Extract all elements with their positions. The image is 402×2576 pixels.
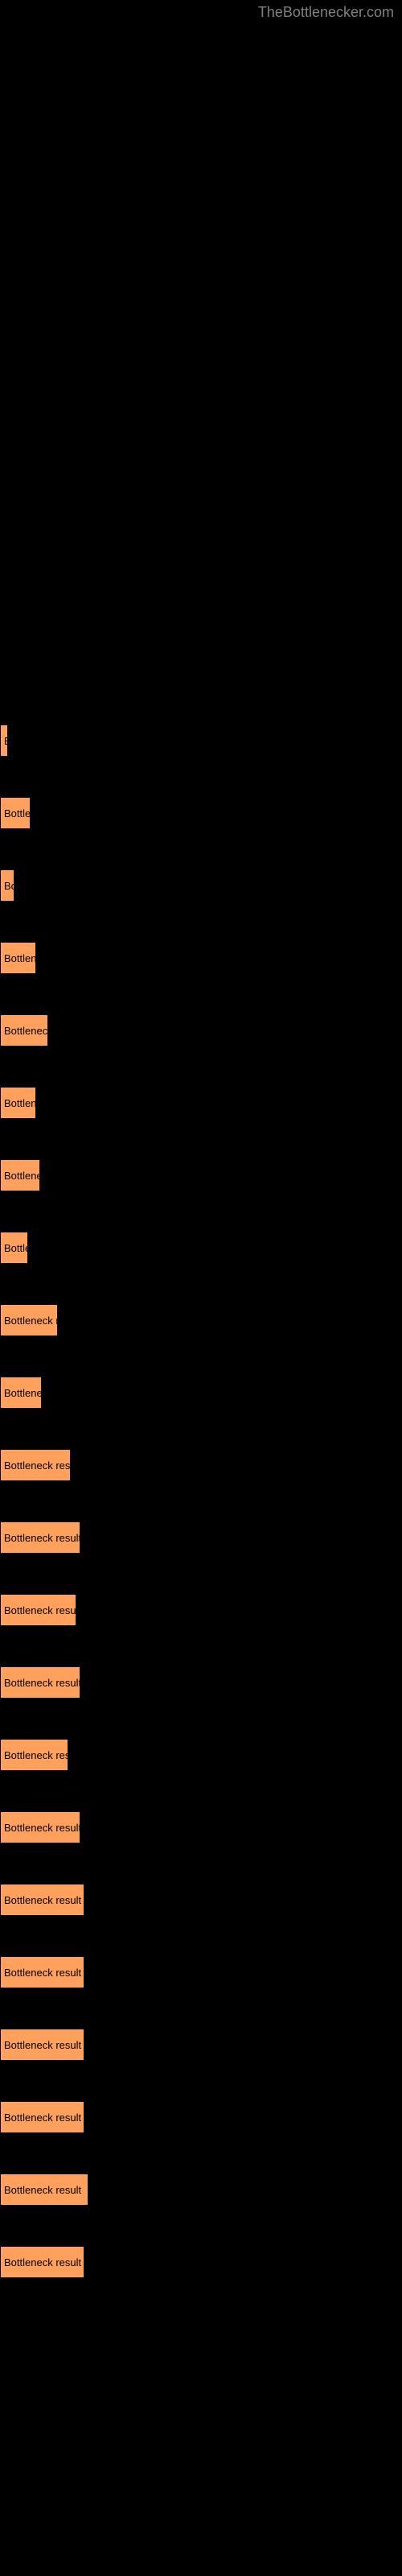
bar-row: Bottleneck result	[0, 1811, 402, 1843]
bar-label: Bottleneck result	[4, 1604, 76, 1616]
bar-label: Bottlene	[4, 1097, 35, 1109]
bar-label: Bottler	[4, 807, 30, 819]
bar-row: Bottlenec	[0, 1159, 402, 1191]
bar-row: Bottlene	[0, 942, 402, 974]
bar-label: Bottlenec	[4, 1170, 39, 1182]
bar-row: Bottleneck result	[0, 2101, 402, 2133]
bar-row: Bottleneck result	[0, 1594, 402, 1626]
bar-row: Bottleneck result	[0, 1956, 402, 1988]
chart-bar: Bottleneck result	[0, 2246, 84, 2278]
bar-row: Bottleneck	[0, 1014, 402, 1046]
bar-row: Bottlenec	[0, 1377, 402, 1409]
chart-bar: Bottleneck result	[0, 1666, 80, 1699]
bar-label: Bottleneck result	[4, 2112, 81, 2124]
chart-bar: Bottleneck resu	[0, 1449, 71, 1481]
bar-label: Bottle	[4, 1242, 27, 1254]
bar-row: Bottleneck resu	[0, 1449, 402, 1481]
chart-bar: Bottleneck result	[0, 1884, 84, 1916]
chart-bar: Bottleneck result	[0, 2174, 88, 2206]
bar-row: Bottler	[0, 797, 402, 829]
chart-bar: Bottleneck result	[0, 1811, 80, 1843]
bar-label: Bottleneck result	[4, 1677, 80, 1689]
chart-bar: Bottlenec	[0, 1377, 42, 1409]
bar-label: Bottleneck	[4, 1025, 47, 1037]
bar-row: Bo	[0, 869, 402, 902]
bar-row: Bottleneck result	[0, 1666, 402, 1699]
bar-label: Bottleneck resu	[4, 1459, 70, 1472]
bar-row: Bottleneck result	[0, 1521, 402, 1554]
bar-row: Bottleneck res	[0, 1739, 402, 1771]
chart-bar: Bo	[0, 869, 14, 902]
chart-bar: Bottlene	[0, 1087, 36, 1119]
chart-bar: Bottleneck	[0, 1014, 48, 1046]
chart-bar: B	[0, 724, 8, 757]
bar-label: Bottleneck result	[4, 1894, 81, 1906]
bar-label: Bottleneck result	[4, 1822, 80, 1834]
bar-label: Bottleneck result	[4, 1532, 80, 1544]
bar-row: Bottleneck result	[0, 1884, 402, 1916]
bar-label: Bo	[4, 880, 14, 892]
chart-bar: Bottleneck result	[0, 2029, 84, 2061]
chart-bar: Bottler	[0, 797, 31, 829]
chart-bar: Bottleneck result	[0, 1521, 80, 1554]
chart-container: B Bottler Bo Bottlene Bottleneck Bottlene Bott…	[0, 0, 402, 2351]
bar-label: Bottlene	[4, 952, 35, 964]
chart-bar: Bottleneck result	[0, 2101, 84, 2133]
chart-bar: Bottlenec	[0, 1159, 40, 1191]
chart-bar: Bottleneck result	[0, 1956, 84, 1988]
bar-row: B	[0, 724, 402, 757]
bar-label: Bottleneck result	[4, 2039, 81, 2051]
bar-label: Bottleneck result	[4, 2256, 81, 2268]
bar-row: Bottlene	[0, 1087, 402, 1119]
bar-row: Bottleneck result	[0, 2029, 402, 2061]
bar-row: Bottle	[0, 1232, 402, 1264]
watermark-text: TheBottlenecker.com	[258, 4, 394, 21]
chart-bar: Bottle	[0, 1232, 28, 1264]
bar-row: Bottleneck result	[0, 2246, 402, 2278]
bar-label: Bottleneck result	[4, 1967, 81, 1979]
bar-label: Bottleneck res	[4, 1749, 68, 1761]
bar-label: Bottlenec	[4, 1387, 41, 1399]
chart-bar: Bottleneck result	[0, 1594, 76, 1626]
chart-bar: Bottleneck r	[0, 1304, 58, 1336]
bar-label: B	[4, 735, 7, 747]
chart-bar: Bottlene	[0, 942, 36, 974]
bar-label: Bottleneck r	[4, 1315, 57, 1327]
bar-row: Bottleneck result	[0, 2174, 402, 2206]
chart-bar: Bottleneck res	[0, 1739, 68, 1771]
bar-label: Bottleneck result	[4, 2184, 81, 2196]
bar-row: Bottleneck r	[0, 1304, 402, 1336]
